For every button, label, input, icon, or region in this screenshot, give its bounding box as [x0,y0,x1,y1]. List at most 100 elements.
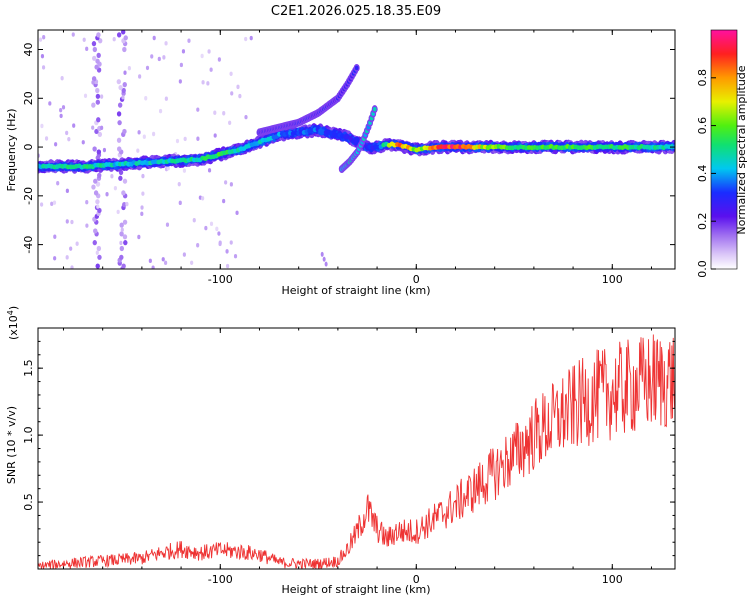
noise-band-blob [93,178,98,184]
noise-speckle [158,108,163,114]
noise-speckle [244,36,248,42]
noise-speckle [100,125,104,131]
noise-band-blob [122,219,128,225]
noise-band-blob [122,234,128,240]
noise-band-blob [121,87,126,94]
noise-band-blob [91,41,97,47]
x-tick-label: 0 [413,573,420,586]
noise-speckle [230,91,234,96]
noise-speckle [59,113,63,119]
y-tick-label: 0 [22,144,35,151]
noise-speckle [225,249,229,254]
noise-speckle [102,147,107,153]
x-tick-label: 100 [602,273,623,286]
colorbar: 0.0 0.2 0.4 0.6 0.8 Normalized spectral ampl… [696,29,748,278]
x-tick-label: -100 [208,273,233,286]
noise-speckle [144,96,148,101]
noise-speckle [65,188,69,194]
snr-multiplier-exponent: 4 [6,310,15,315]
noise-speckle [82,37,86,42]
colorbar-tick-label: 0.2 [696,212,709,230]
noise-speckle [120,227,124,233]
noise-speckle [152,35,156,41]
noise-band-blob [92,55,97,61]
noise-speckle [145,65,150,71]
noise-speckle [100,94,104,99]
colorbar-tick-label: 0.8 [696,69,709,87]
noise-band-blob [119,254,124,260]
spectrogram-panel: -100 0 100 -40 -20 0 20 40 Height of straight l… [5,29,676,297]
noise-band-blob [116,137,122,143]
noise-speckle [91,125,95,130]
noise-speckle [161,257,165,262]
noise-speckle [151,265,155,269]
noise-band-blob [121,190,126,196]
noise-speckle [213,110,217,115]
noise-band-blob [95,87,100,94]
noise-speckle [81,140,85,145]
noise-band-blob [91,76,97,82]
noise-speckle [140,211,144,217]
noise-speckle [200,53,204,59]
y-tick-label: 40 [22,43,35,57]
noise-band-blob [94,64,99,70]
noise-speckle [190,260,194,266]
colorbar-ticks: 0.0 0.2 0.4 0.6 0.8 [696,69,716,278]
noise-speckle [322,256,326,262]
noise-speckle [179,62,183,68]
noise-band-blob [94,128,99,135]
noise-speckle [204,225,208,231]
noise-speckle [48,101,52,106]
noise-band-blob [97,131,103,137]
noise-speckle [70,265,74,269]
colorbar-tick-label: 0.4 [696,165,709,183]
noise-speckle [65,130,69,136]
noise-speckle [95,250,99,255]
noise-band-blob [91,102,96,108]
y-tick-label: -40 [22,236,35,254]
noise-speckle [85,46,89,52]
noise-band-blob [95,199,100,205]
noise-speckle [83,93,88,98]
noise-speckle [222,111,226,116]
noise-speckle [218,240,222,245]
noise-speckle [141,191,145,196]
noise-band-blob [92,46,98,53]
noise-speckle [233,253,238,259]
noise-speckle [177,181,181,187]
noise-speckle [142,134,146,139]
noise-band-blob [121,263,126,269]
noise-speckle [165,222,170,227]
noise-band-blob [96,149,102,155]
noise-speckle [137,234,141,240]
noise-speckle [166,166,170,171]
noise-band-blob [95,93,101,99]
noise-speckle [196,107,200,112]
noise-band-blob [95,263,100,269]
noise-speckle [164,41,168,46]
noise-band-blob [117,120,122,126]
noise-band-blob [116,32,122,38]
noise-speckle [206,81,210,86]
noise-band-blob [96,245,102,252]
noise-speckle [116,209,120,215]
noise-speckle [96,204,100,209]
noise-speckle [229,240,233,245]
noise-speckle [148,258,152,264]
snr-series-line [38,334,675,569]
noise-band-blob [119,245,125,252]
noise-band-blob [119,222,124,228]
noise-speckle [162,55,166,60]
noise-band-blob [96,32,101,38]
noise-speckle [249,35,253,41]
noise-speckle [105,192,109,197]
noise-speckle [41,65,46,70]
noise-band-blob [116,111,122,117]
y-tick-label: 1.0 [22,426,35,444]
noise-speckle [182,252,186,257]
noise-speckle [38,37,43,42]
noise-speckle [150,54,154,59]
noise-speckle [215,226,219,232]
noise-speckle [163,260,168,266]
